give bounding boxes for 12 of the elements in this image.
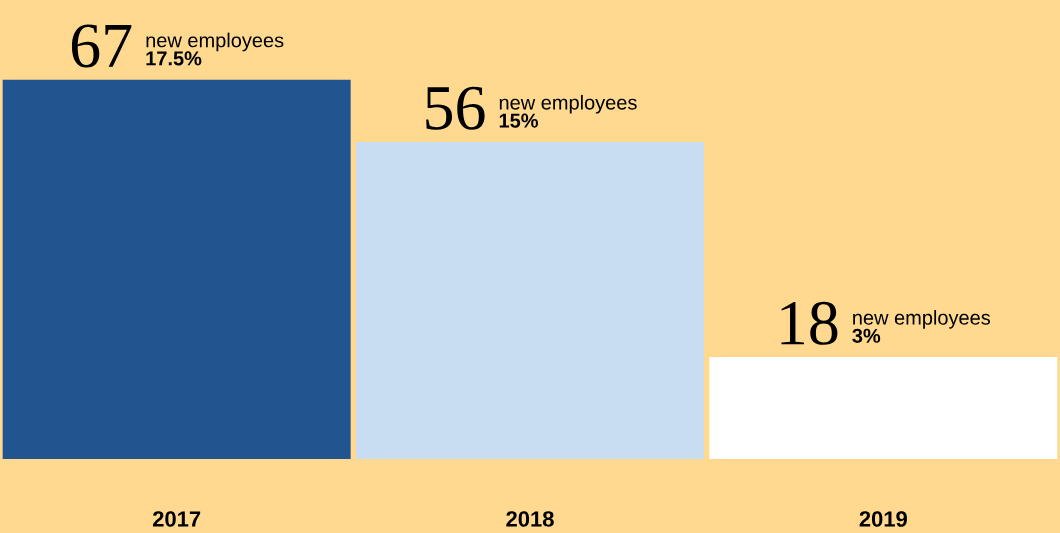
annotation: new employees	[499, 94, 637, 114]
x-tick-label: 2018	[506, 511, 554, 527]
data-label: 18	[781, 301, 838, 345]
data-label: 67	[71, 24, 132, 68]
annotation: new employees	[853, 310, 991, 329]
annotation: 3%	[852, 328, 881, 343]
x-tick-label: 2019	[859, 511, 907, 527]
data-label: 56	[426, 86, 485, 130]
annotation: new employees	[146, 32, 284, 52]
annotation: 15%	[499, 113, 538, 128]
annotation: 17.5%	[146, 51, 202, 66]
x-tick-label: 2017	[152, 511, 201, 527]
